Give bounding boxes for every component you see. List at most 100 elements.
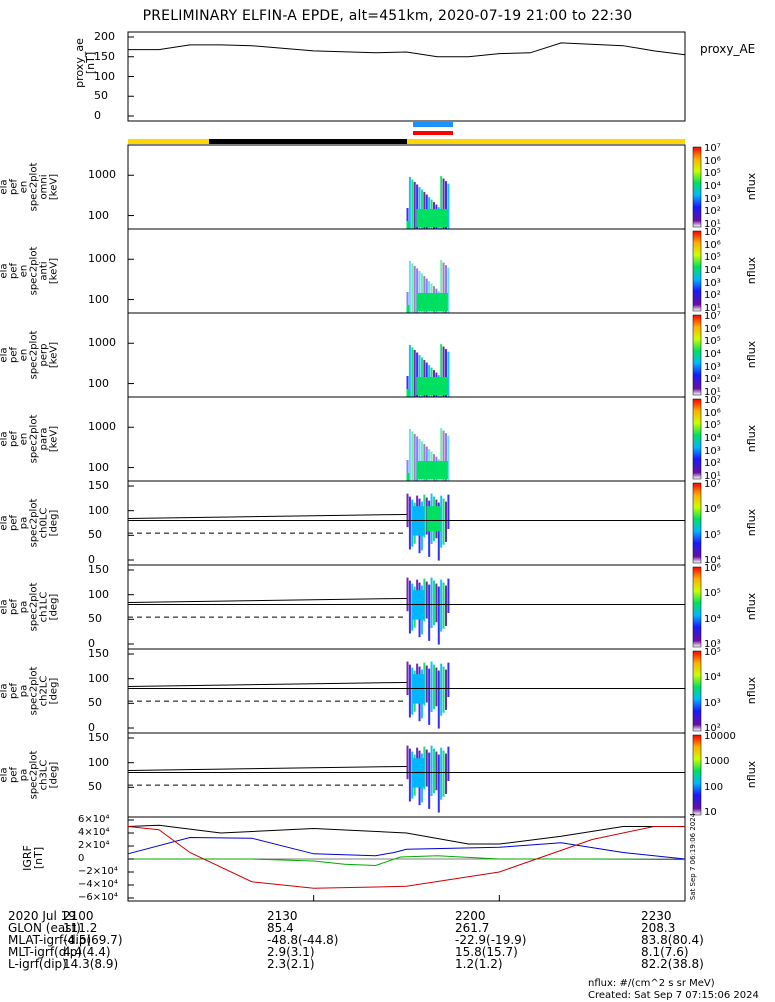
- spectrogram-mark: [447, 267, 450, 313]
- colorbar-tick-label: 10⁵: [704, 529, 721, 541]
- spectrogram-mark: [442, 262, 445, 313]
- spectrogram-mark: [406, 305, 410, 313]
- side-timestamp: Sat Sep 7 06:19:06 2024: [689, 812, 698, 901]
- spectrogram-mark: [445, 181, 448, 229]
- spectrogram-mark: [408, 260, 411, 313]
- spectrogram-mark: [416, 436, 419, 481]
- ytick-label: 100: [88, 587, 109, 601]
- spectrogram-mark: [416, 268, 419, 313]
- colorbar-tick-label: 10⁷: [704, 395, 721, 406]
- spectrogram-mark: [432, 748, 435, 794]
- night-coverage-bar: [209, 139, 407, 144]
- spectrogram-mark: [447, 494, 450, 530]
- colorbar-tick-label: 10⁶: [704, 239, 721, 251]
- spectrogram-mark: [435, 583, 438, 623]
- ytick-label: 100: [88, 292, 109, 306]
- ytick-label: 1000: [88, 252, 116, 266]
- colorbar: [692, 146, 702, 228]
- ytick-label: 50: [94, 89, 108, 103]
- colorbar-tick-label: 10⁷: [704, 311, 721, 322]
- footer-row-label: MLAT-igrf(dip): [8, 933, 92, 947]
- spectrogram-mark: [447, 578, 450, 614]
- spectrogram-mark: [418, 355, 421, 397]
- panel-ylabel: proxy_ae [nT]: [72, 38, 97, 88]
- spectrogram-mark: [411, 263, 414, 313]
- colorbar-tick-label: 10⁴: [704, 555, 721, 566]
- spectrogram-mark: [425, 665, 428, 703]
- spectrogram-mark: [406, 745, 409, 780]
- colorbar-tick-label: 10: [704, 807, 717, 818]
- colorbar-tick-label: 10⁴: [704, 433, 721, 444]
- colorbar-label: nflux: [745, 340, 759, 369]
- spectrogram-mark: [416, 461, 448, 479]
- spectrogram-mark: [408, 496, 411, 550]
- spectrogram-mark: [440, 663, 443, 716]
- footer-row-value: -48.8(-44.8): [267, 933, 339, 947]
- footer-row-label: 2020 Jul 19: [8, 909, 76, 923]
- loss-cone-line: [127, 597, 407, 603]
- ytick-label: 1000: [88, 336, 116, 350]
- spectrogram-mark: [408, 176, 411, 229]
- colorbar-label: nflux: [745, 592, 759, 621]
- footer-row-value: 83.8(80.4): [641, 933, 704, 947]
- created-timestamp: Created: Sat Sep 7 07:15:06 2024: [588, 990, 759, 1001]
- colorbar-tick-label: 10⁵: [704, 588, 721, 600]
- panel-ylabel: IGRF [nT]: [20, 845, 45, 871]
- spectrogram-mark: [411, 179, 414, 229]
- footer-row-label: MLT-igrf(dip): [8, 945, 82, 959]
- spectrogram-mark: [437, 586, 440, 645]
- colorbar-tick-label: 10⁶: [704, 504, 721, 516]
- spectrogram-mark: [413, 265, 416, 313]
- igrf-series-line: [128, 855, 686, 867]
- spectrogram-mark: [445, 265, 448, 313]
- spectrogram-mark: [442, 178, 445, 229]
- colorbar-tick-label: 10⁴: [704, 349, 721, 360]
- colorbar-tick-label: 10²: [704, 723, 721, 734]
- red-interval-bar: [413, 131, 453, 135]
- ytick-label: 6×10⁴: [78, 814, 110, 825]
- spectrogram-mark: [437, 502, 440, 561]
- colorbar: [692, 566, 702, 648]
- colorbar-tick-label: 10³: [704, 445, 721, 457]
- colorbar: [692, 230, 702, 312]
- footer-row-value: 8.1(7.6): [641, 945, 689, 959]
- spectrogram-mark: [445, 433, 448, 481]
- spectrogram-mark: [406, 292, 409, 313]
- colorbar: [692, 734, 702, 816]
- ytick-label: 0: [78, 853, 85, 864]
- spectrogram-mark: [447, 662, 450, 698]
- colorbar-tick-label: 10⁷: [704, 479, 721, 490]
- colorbar-tick-label: 10³: [704, 277, 721, 289]
- panel-ylabel: ela pef pa spec2plot ch3LC [deg]: [0, 750, 60, 800]
- ytick-label: 2×10⁴: [78, 840, 110, 851]
- colorbar-tick-label: 10²: [704, 458, 721, 470]
- colorbar-tick-label: 10⁶: [704, 155, 721, 167]
- spectrogram-mark: [440, 747, 443, 800]
- footer-row-value: 2130: [267, 909, 298, 923]
- spectrogram-mark: [445, 349, 448, 397]
- colorbar-tick-label: 1000: [704, 756, 730, 768]
- ytick-label: 100: [88, 755, 109, 769]
- spectrogram-mark: [411, 347, 414, 397]
- spectrogram-mark: [445, 753, 448, 794]
- spectrogram-mark: [406, 221, 410, 229]
- spectrogram-mark: [440, 344, 443, 397]
- spectrogram-mark: [428, 584, 431, 641]
- ytick-label: −2×10⁴: [78, 866, 118, 877]
- colorbar-tick-label: 10²: [704, 206, 721, 218]
- colorbar-tick-label: 10⁵: [704, 168, 721, 180]
- panel-ylabel: ela pef pa spec2plot ch1LC [deg]: [0, 582, 60, 632]
- ytick-label: 200: [94, 30, 115, 43]
- spectrogram-mark: [406, 208, 409, 229]
- footer-row-value: 1.2(1.2): [455, 957, 503, 971]
- colorbar-label: nflux: [745, 424, 759, 453]
- spectrogram-mark: [445, 669, 448, 710]
- colorbar-tick-label: 10⁶: [704, 563, 721, 574]
- colorbar-tick-label: 10⁵: [704, 420, 721, 432]
- spectrogram-mark: [442, 498, 445, 545]
- colorbar-tick-label: 10³: [704, 697, 721, 709]
- ytick-label: 100: [88, 503, 109, 517]
- footer-row-value: 261.7: [455, 921, 490, 935]
- spectrogram-mark: [442, 582, 445, 629]
- colorbar-tick-label: 10⁷: [704, 143, 721, 154]
